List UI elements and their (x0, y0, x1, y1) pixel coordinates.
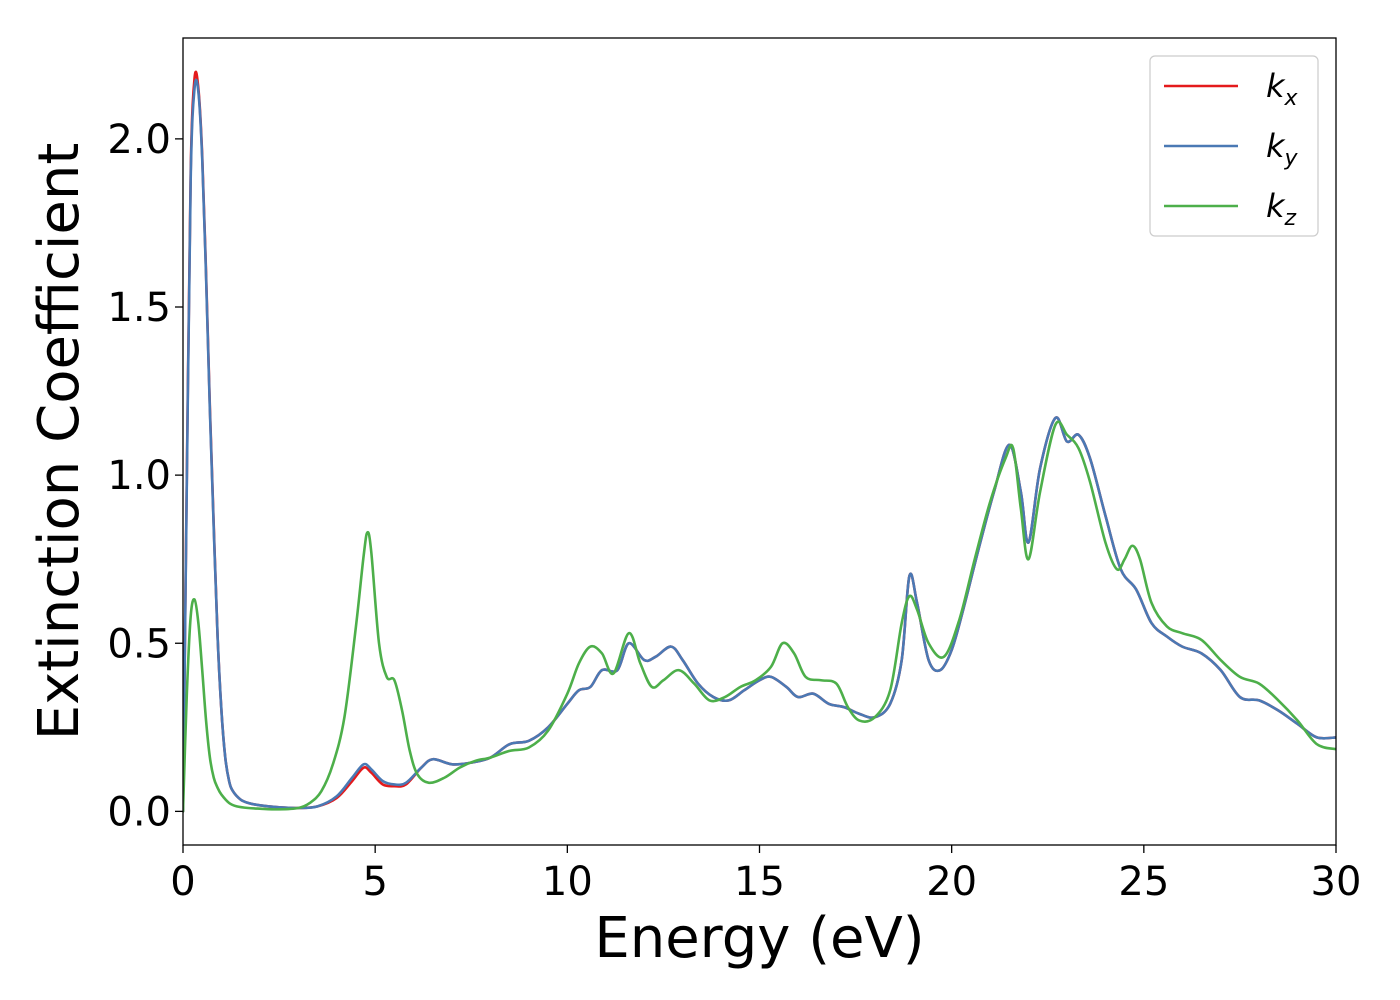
legend: kx ky kz (1149, 55, 1319, 237)
y-tick-label: 0.5 (107, 621, 171, 667)
legend-label-kz: kz (1266, 187, 1297, 231)
y-tick-label: 0.0 (107, 789, 171, 835)
y-axis-title: Extinction Coefficient (27, 143, 92, 741)
x-tick-label: 30 (1311, 859, 1362, 905)
x-tick-label: 10 (542, 859, 593, 905)
x-tick-label: 5 (362, 859, 387, 905)
y-tick-label: 1.0 (107, 453, 171, 499)
y-tick-label: 2.0 (107, 117, 171, 163)
legend-label-kx: kx (1266, 67, 1299, 111)
x-axis-ticks: 0 5 10 15 20 25 30 (170, 845, 1361, 905)
series-layer (183, 70, 1336, 813)
x-tick-label: 20 (926, 859, 977, 905)
y-tick-label: 1.5 (107, 285, 171, 331)
series-line-kz (183, 420, 1336, 813)
y-axis-ticks: 0.0 0.5 1.0 1.5 2.0 (107, 117, 183, 835)
x-tick-label: 15 (734, 859, 785, 905)
legend-label-ky: ky (1266, 127, 1299, 171)
x-tick-label: 0 (170, 859, 195, 905)
x-tick-label: 25 (1118, 859, 1169, 905)
x-axis-title: Energy (eV) (594, 906, 924, 971)
